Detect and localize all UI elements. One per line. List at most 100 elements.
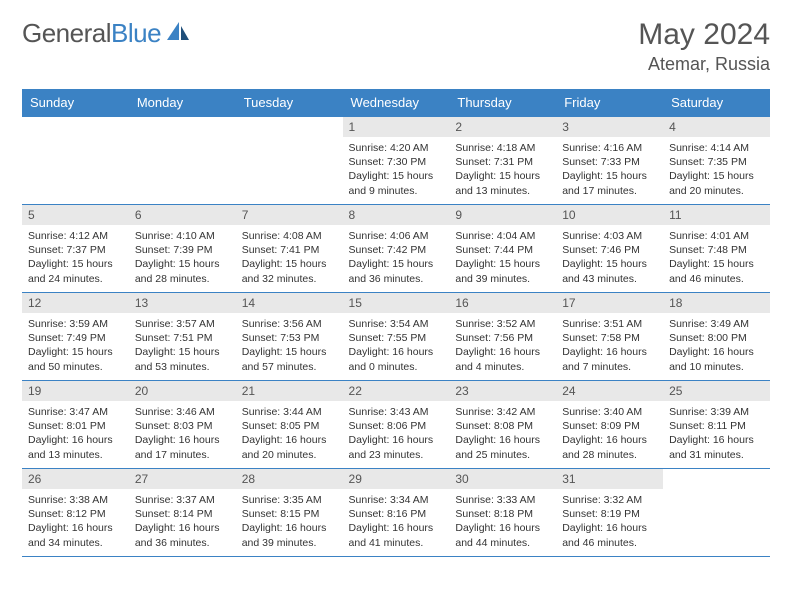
day-details: Sunrise: 3:54 AMSunset: 7:55 PMDaylight:… <box>343 313 450 378</box>
calendar-empty-cell <box>129 117 236 205</box>
day-number: 10 <box>556 205 663 225</box>
day-number: 17 <box>556 293 663 313</box>
weekday-header: Sunday <box>22 89 129 117</box>
day-details: Sunrise: 4:14 AMSunset: 7:35 PMDaylight:… <box>663 137 770 202</box>
weekday-header: Tuesday <box>236 89 343 117</box>
day-details: Sunrise: 4:12 AMSunset: 7:37 PMDaylight:… <box>22 225 129 290</box>
day-details: Sunrise: 4:20 AMSunset: 7:30 PMDaylight:… <box>343 137 450 202</box>
calendar-day-cell: 8Sunrise: 4:06 AMSunset: 7:42 PMDaylight… <box>343 205 450 293</box>
calendar-week-row: 1Sunrise: 4:20 AMSunset: 7:30 PMDaylight… <box>22 117 770 205</box>
header: GeneralBlue May 2024 Atemar, Russia <box>22 18 770 75</box>
calendar-day-cell: 24Sunrise: 3:40 AMSunset: 8:09 PMDayligh… <box>556 381 663 469</box>
logo-text: GeneralBlue <box>22 18 161 49</box>
day-details: Sunrise: 3:40 AMSunset: 8:09 PMDaylight:… <box>556 401 663 466</box>
day-details: Sunrise: 3:34 AMSunset: 8:16 PMDaylight:… <box>343 489 450 554</box>
calendar-day-cell: 6Sunrise: 4:10 AMSunset: 7:39 PMDaylight… <box>129 205 236 293</box>
calendar-day-cell: 22Sunrise: 3:43 AMSunset: 8:06 PMDayligh… <box>343 381 450 469</box>
calendar-table: SundayMondayTuesdayWednesdayThursdayFrid… <box>22 89 770 557</box>
day-number: 28 <box>236 469 343 489</box>
day-number: 12 <box>22 293 129 313</box>
day-details: Sunrise: 3:52 AMSunset: 7:56 PMDaylight:… <box>449 313 556 378</box>
day-number: 29 <box>343 469 450 489</box>
calendar-day-cell: 26Sunrise: 3:38 AMSunset: 8:12 PMDayligh… <box>22 469 129 557</box>
calendar-day-cell: 3Sunrise: 4:16 AMSunset: 7:33 PMDaylight… <box>556 117 663 205</box>
day-number: 3 <box>556 117 663 137</box>
calendar-day-cell: 21Sunrise: 3:44 AMSunset: 8:05 PMDayligh… <box>236 381 343 469</box>
calendar-day-cell: 20Sunrise: 3:46 AMSunset: 8:03 PMDayligh… <box>129 381 236 469</box>
day-number: 6 <box>129 205 236 225</box>
calendar-day-cell: 31Sunrise: 3:32 AMSunset: 8:19 PMDayligh… <box>556 469 663 557</box>
calendar-week-row: 19Sunrise: 3:47 AMSunset: 8:01 PMDayligh… <box>22 381 770 469</box>
day-number: 27 <box>129 469 236 489</box>
weekday-header: Saturday <box>663 89 770 117</box>
weekday-header: Friday <box>556 89 663 117</box>
day-number: 2 <box>449 117 556 137</box>
day-number: 9 <box>449 205 556 225</box>
calendar-day-cell: 19Sunrise: 3:47 AMSunset: 8:01 PMDayligh… <box>22 381 129 469</box>
day-details: Sunrise: 3:33 AMSunset: 8:18 PMDaylight:… <box>449 489 556 554</box>
day-number: 15 <box>343 293 450 313</box>
day-number: 22 <box>343 381 450 401</box>
day-details: Sunrise: 4:04 AMSunset: 7:44 PMDaylight:… <box>449 225 556 290</box>
calendar-day-cell: 13Sunrise: 3:57 AMSunset: 7:51 PMDayligh… <box>129 293 236 381</box>
day-details: Sunrise: 3:38 AMSunset: 8:12 PMDaylight:… <box>22 489 129 554</box>
calendar-day-cell: 1Sunrise: 4:20 AMSunset: 7:30 PMDaylight… <box>343 117 450 205</box>
day-number: 23 <box>449 381 556 401</box>
calendar-week-row: 12Sunrise: 3:59 AMSunset: 7:49 PMDayligh… <box>22 293 770 381</box>
title-block: May 2024 Atemar, Russia <box>638 18 770 75</box>
calendar-day-cell: 14Sunrise: 3:56 AMSunset: 7:53 PMDayligh… <box>236 293 343 381</box>
day-details: Sunrise: 3:32 AMSunset: 8:19 PMDaylight:… <box>556 489 663 554</box>
calendar-day-cell: 5Sunrise: 4:12 AMSunset: 7:37 PMDaylight… <box>22 205 129 293</box>
day-number: 1 <box>343 117 450 137</box>
day-number: 30 <box>449 469 556 489</box>
day-number: 11 <box>663 205 770 225</box>
logo-part1: General <box>22 18 111 48</box>
day-details: Sunrise: 3:57 AMSunset: 7:51 PMDaylight:… <box>129 313 236 378</box>
calendar-day-cell: 4Sunrise: 4:14 AMSunset: 7:35 PMDaylight… <box>663 117 770 205</box>
day-details: Sunrise: 3:42 AMSunset: 8:08 PMDaylight:… <box>449 401 556 466</box>
day-number: 4 <box>663 117 770 137</box>
day-details: Sunrise: 4:18 AMSunset: 7:31 PMDaylight:… <box>449 137 556 202</box>
day-number: 19 <box>22 381 129 401</box>
calendar-day-cell: 15Sunrise: 3:54 AMSunset: 7:55 PMDayligh… <box>343 293 450 381</box>
logo: GeneralBlue <box>22 18 191 49</box>
day-number: 7 <box>236 205 343 225</box>
calendar-day-cell: 9Sunrise: 4:04 AMSunset: 7:44 PMDaylight… <box>449 205 556 293</box>
weekday-header: Monday <box>129 89 236 117</box>
day-details: Sunrise: 4:06 AMSunset: 7:42 PMDaylight:… <box>343 225 450 290</box>
weekday-header: Wednesday <box>343 89 450 117</box>
calendar-day-cell: 10Sunrise: 4:03 AMSunset: 7:46 PMDayligh… <box>556 205 663 293</box>
calendar-day-cell: 16Sunrise: 3:52 AMSunset: 7:56 PMDayligh… <box>449 293 556 381</box>
calendar-day-cell: 18Sunrise: 3:49 AMSunset: 8:00 PMDayligh… <box>663 293 770 381</box>
calendar-week-row: 5Sunrise: 4:12 AMSunset: 7:37 PMDaylight… <box>22 205 770 293</box>
day-number: 31 <box>556 469 663 489</box>
weekday-header: Thursday <box>449 89 556 117</box>
calendar-day-cell: 27Sunrise: 3:37 AMSunset: 8:14 PMDayligh… <box>129 469 236 557</box>
day-details: Sunrise: 3:59 AMSunset: 7:49 PMDaylight:… <box>22 313 129 378</box>
day-details: Sunrise: 3:47 AMSunset: 8:01 PMDaylight:… <box>22 401 129 466</box>
calendar-day-cell: 25Sunrise: 3:39 AMSunset: 8:11 PMDayligh… <box>663 381 770 469</box>
day-number: 13 <box>129 293 236 313</box>
day-details: Sunrise: 4:10 AMSunset: 7:39 PMDaylight:… <box>129 225 236 290</box>
month-title: May 2024 <box>638 18 770 52</box>
day-details: Sunrise: 3:49 AMSunset: 8:00 PMDaylight:… <box>663 313 770 378</box>
calendar-week-row: 26Sunrise: 3:38 AMSunset: 8:12 PMDayligh… <box>22 469 770 557</box>
calendar-day-cell: 7Sunrise: 4:08 AMSunset: 7:41 PMDaylight… <box>236 205 343 293</box>
day-details: Sunrise: 3:43 AMSunset: 8:06 PMDaylight:… <box>343 401 450 466</box>
calendar-day-cell: 2Sunrise: 4:18 AMSunset: 7:31 PMDaylight… <box>449 117 556 205</box>
day-details: Sunrise: 3:51 AMSunset: 7:58 PMDaylight:… <box>556 313 663 378</box>
day-number: 16 <box>449 293 556 313</box>
sail-icon <box>165 20 191 47</box>
calendar-day-cell: 28Sunrise: 3:35 AMSunset: 8:15 PMDayligh… <box>236 469 343 557</box>
calendar-day-cell: 11Sunrise: 4:01 AMSunset: 7:48 PMDayligh… <box>663 205 770 293</box>
day-number: 14 <box>236 293 343 313</box>
day-number: 26 <box>22 469 129 489</box>
calendar-day-cell: 17Sunrise: 3:51 AMSunset: 7:58 PMDayligh… <box>556 293 663 381</box>
day-number: 5 <box>22 205 129 225</box>
calendar-header-row: SundayMondayTuesdayWednesdayThursdayFrid… <box>22 89 770 117</box>
day-number: 8 <box>343 205 450 225</box>
calendar-empty-cell <box>236 117 343 205</box>
day-details: Sunrise: 3:46 AMSunset: 8:03 PMDaylight:… <box>129 401 236 466</box>
day-number: 21 <box>236 381 343 401</box>
day-details: Sunrise: 4:16 AMSunset: 7:33 PMDaylight:… <box>556 137 663 202</box>
